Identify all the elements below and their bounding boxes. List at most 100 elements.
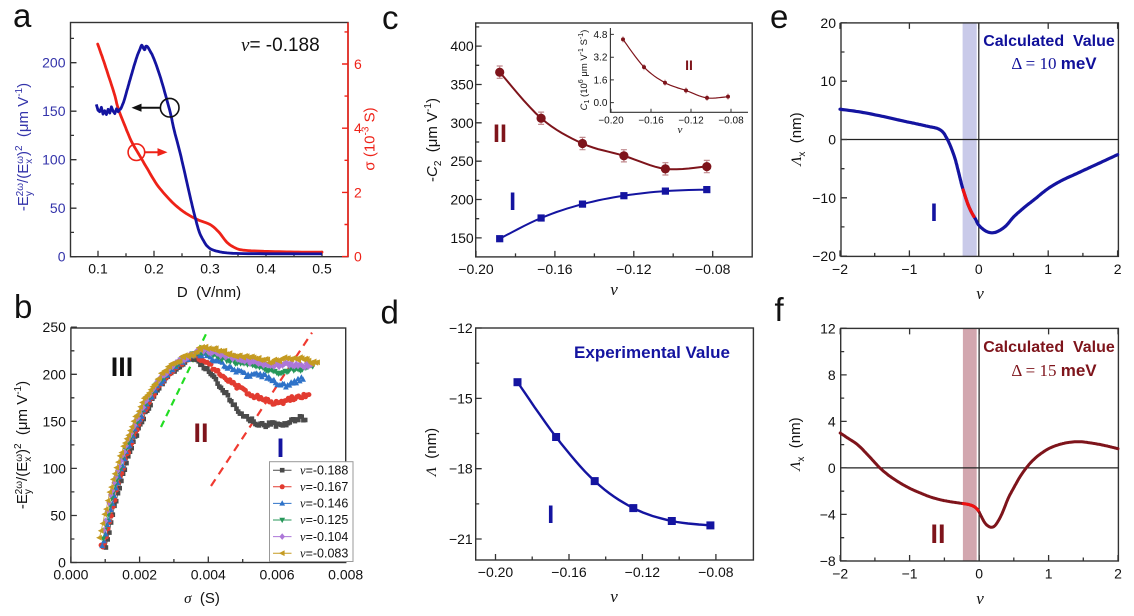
svg-text:e: e: [770, 0, 788, 35]
svg-text:2: 2: [354, 184, 362, 200]
svg-text:1: 1: [1045, 566, 1053, 582]
svg-text:a: a: [13, 0, 32, 34]
svg-text:200: 200: [450, 192, 474, 208]
svg-text:−10: −10: [812, 190, 836, 206]
svg-text:−0.16: −0.16: [551, 564, 587, 580]
svg-text:3.2: 3.2: [593, 53, 607, 64]
svg-text:0.004: 0.004: [191, 567, 226, 583]
svg-text:ν=-0.146: ν=-0.146: [300, 497, 348, 511]
svg-text:−0.12: −0.12: [625, 564, 661, 580]
svg-text:I: I: [931, 199, 938, 227]
svg-text:Δ = 15 meV: Δ = 15 meV: [1011, 361, 1097, 380]
svg-text:Λx (nm): Λx (nm): [788, 112, 808, 167]
svg-text:d: d: [381, 294, 399, 331]
svg-text:C1 (106 μm V-1 S-1): C1 (106 μm V-1 S-1): [578, 30, 591, 111]
svg-text:50: 50: [50, 200, 66, 216]
svg-text:ν=-0.188: ν=-0.188: [300, 463, 348, 477]
svg-text:400: 400: [450, 38, 474, 54]
svg-text:2: 2: [1114, 566, 1122, 582]
svg-text:−15: −15: [449, 390, 473, 406]
svg-text:ν: ν: [976, 589, 984, 608]
svg-text:250: 250: [43, 319, 67, 335]
svg-text:Δ = 10 meV: Δ = 10 meV: [1011, 54, 1097, 73]
svg-text:−1: −1: [902, 566, 918, 582]
svg-text:0.3: 0.3: [200, 261, 220, 277]
svg-text:c: c: [382, 0, 399, 36]
svg-text:−0.08: −0.08: [718, 115, 744, 126]
svg-text:−0.08: −0.08: [695, 261, 731, 277]
svg-text:−2: −2: [832, 566, 848, 582]
svg-text:4: 4: [354, 120, 362, 136]
svg-text:0.0: 0.0: [593, 98, 607, 109]
svg-text:I: I: [509, 188, 516, 216]
svg-text:−0.20: −0.20: [598, 115, 624, 126]
svg-text:6: 6: [354, 56, 362, 72]
svg-text:50: 50: [50, 508, 66, 524]
svg-text:ν: ν: [610, 587, 618, 606]
svg-text:−2: −2: [832, 261, 848, 277]
svg-text:-Ey2ω/(Exω)2 (μm V-1): -Ey2ω/(Exω)2 (μm V-1): [13, 381, 34, 509]
svg-text:4: 4: [828, 413, 836, 429]
svg-text:-Ey2ω/(Exω)2 (μm V-1): -Ey2ω/(Exω)2 (μm V-1): [14, 83, 35, 211]
svg-text:−0.16: −0.16: [638, 115, 664, 126]
svg-text:ν: ν: [678, 124, 683, 136]
svg-text:ν: ν: [976, 284, 984, 303]
svg-text:0: 0: [828, 132, 836, 148]
svg-text:150: 150: [450, 230, 474, 246]
svg-text:ν= -0.188: ν= -0.188: [241, 35, 320, 56]
svg-text:0.002: 0.002: [122, 567, 157, 583]
svg-text:II: II: [685, 57, 693, 73]
svg-text:Calculated Value: Calculated Value: [983, 33, 1115, 50]
svg-text:σ (10-3 S): σ (10-3 S): [361, 107, 379, 170]
svg-text:200: 200: [43, 366, 67, 382]
svg-text:1.6: 1.6: [593, 75, 607, 86]
svg-text:Calculated Value: Calculated Value: [983, 339, 1115, 356]
svg-text:-C2 (μm V-1): -C2 (μm V-1): [423, 98, 444, 182]
svg-text:−21: −21: [449, 531, 473, 547]
svg-text:0.1: 0.1: [88, 261, 108, 277]
svg-text:II: II: [193, 418, 208, 448]
svg-text:0: 0: [975, 566, 983, 582]
svg-text:0.5: 0.5: [312, 261, 332, 277]
svg-text:Λ (nm): Λ (nm): [423, 428, 440, 478]
svg-text:−0.08: −0.08: [698, 564, 734, 580]
svg-text:ν=-0.125: ν=-0.125: [300, 513, 348, 527]
svg-text:Experimental Value: Experimental Value: [574, 343, 730, 362]
svg-text:−18: −18: [449, 461, 473, 477]
svg-text:ν=-0.083: ν=-0.083: [300, 546, 348, 560]
svg-text:2: 2: [1114, 261, 1122, 277]
svg-text:200: 200: [42, 55, 66, 71]
svg-text:12: 12: [820, 320, 836, 336]
svg-text:0: 0: [58, 249, 66, 265]
svg-text:300: 300: [450, 115, 474, 131]
svg-text:f: f: [775, 291, 785, 328]
svg-text:−20: −20: [812, 248, 836, 264]
svg-text:ν=-0.167: ν=-0.167: [300, 480, 348, 494]
svg-text:−0.12: −0.12: [616, 261, 652, 277]
svg-text:0.000: 0.000: [53, 567, 88, 583]
svg-text:150: 150: [43, 413, 67, 429]
svg-text:I: I: [277, 433, 285, 463]
svg-text:−4: −4: [820, 506, 836, 522]
svg-text:b: b: [14, 288, 32, 325]
svg-text:150: 150: [42, 103, 66, 119]
svg-text:0: 0: [975, 261, 983, 277]
svg-text:0.008: 0.008: [328, 567, 363, 583]
svg-text:−0.16: −0.16: [537, 261, 573, 277]
svg-text:ν: ν: [610, 280, 618, 299]
svg-text:−1: −1: [901, 261, 917, 277]
svg-text:III: III: [111, 352, 134, 382]
svg-text:−0.20: −0.20: [478, 564, 514, 580]
svg-text:0: 0: [828, 460, 836, 476]
svg-text:II: II: [930, 519, 945, 549]
svg-text:20: 20: [820, 15, 836, 31]
svg-text:−0.12: −0.12: [678, 115, 704, 126]
svg-text:ν=-0.104: ν=-0.104: [300, 530, 348, 544]
svg-text:II: II: [493, 120, 507, 148]
svg-text:350: 350: [450, 77, 474, 93]
svg-text:I: I: [547, 501, 554, 529]
svg-text:σ (S): σ (S): [184, 590, 220, 607]
svg-text:D (V/nm): D (V/nm): [177, 284, 241, 301]
svg-text:0: 0: [354, 249, 362, 265]
svg-text:0.006: 0.006: [259, 567, 294, 583]
